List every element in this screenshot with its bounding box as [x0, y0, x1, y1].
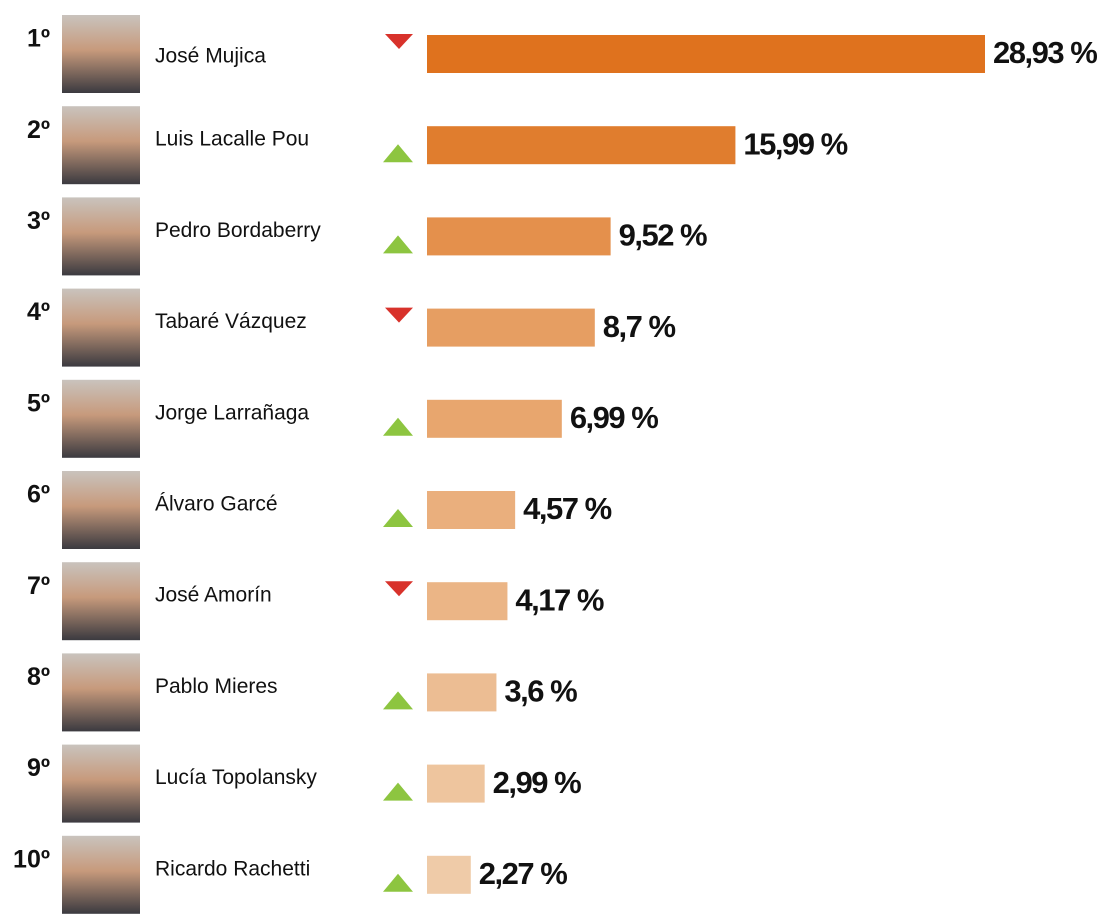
rank: 10º — [13, 845, 50, 873]
value-label: 4,57 % — [523, 491, 611, 526]
trend-down — [385, 581, 413, 596]
rank: 5º — [27, 389, 50, 417]
candidate-name: Tabaré Vázquez — [155, 310, 307, 333]
bar — [427, 673, 496, 711]
photo — [62, 289, 140, 367]
trend-down — [385, 308, 413, 323]
bar — [427, 217, 611, 255]
trend-up — [383, 874, 413, 892]
candidate-name: José Amorín — [155, 584, 272, 607]
bar — [427, 856, 471, 894]
candidate-name: Pedro Bordaberry — [155, 219, 321, 242]
candidate-name: Luis Lacalle Pou — [155, 128, 309, 151]
bar — [427, 765, 485, 803]
candidate-name: Álvaro Garcé — [155, 493, 278, 516]
value-label: 8,7 % — [603, 309, 676, 344]
photo — [62, 15, 140, 93]
value-label: 15,99 % — [743, 126, 847, 161]
trend-up — [383, 235, 413, 253]
candidate-name: José Mujica — [155, 45, 266, 68]
value-label: 9,52 % — [619, 218, 707, 253]
photo — [62, 380, 140, 458]
bar — [427, 491, 515, 529]
trend-down — [385, 34, 413, 49]
rank: 6º — [27, 481, 50, 509]
photo — [62, 836, 140, 914]
trend-up — [383, 144, 413, 162]
rank: 7º — [27, 572, 50, 600]
bar — [427, 309, 595, 347]
value-label: 2,27 % — [479, 856, 567, 891]
photo — [62, 745, 140, 823]
trend-up — [383, 418, 413, 436]
chart: 1º José Mujica 28,93 % 2º Luis Lacalle Pou 15… — [0, 0, 1119, 914]
photo — [62, 653, 140, 731]
trend-up — [383, 509, 413, 527]
rank: 4º — [27, 298, 50, 326]
value-label: 2,99 % — [493, 765, 581, 800]
candidate-name: Pablo Mieres — [155, 675, 278, 698]
photo — [62, 106, 140, 184]
trend-up — [383, 691, 413, 709]
rank: 1º — [27, 25, 50, 53]
bar — [427, 400, 562, 438]
candidate-name: Jorge Larrañaga — [155, 401, 309, 424]
candidate-name: Ricardo Rachetti — [155, 857, 310, 880]
rank: 3º — [27, 207, 50, 235]
value-label: 4,17 % — [515, 582, 603, 617]
photo — [62, 562, 140, 640]
value-label: 6,99 % — [570, 400, 658, 435]
bar — [427, 582, 507, 620]
trend-up — [383, 783, 413, 801]
candidate-name: Lucía Topolansky — [155, 766, 317, 789]
bar — [427, 35, 985, 73]
photo — [62, 197, 140, 275]
rank: 8º — [27, 663, 50, 691]
rank: 9º — [27, 754, 50, 782]
photo — [62, 471, 140, 549]
value-label: 28,93 % — [993, 35, 1097, 70]
rank: 2º — [27, 116, 50, 144]
bar — [427, 126, 735, 164]
value-label: 3,6 % — [504, 674, 577, 709]
